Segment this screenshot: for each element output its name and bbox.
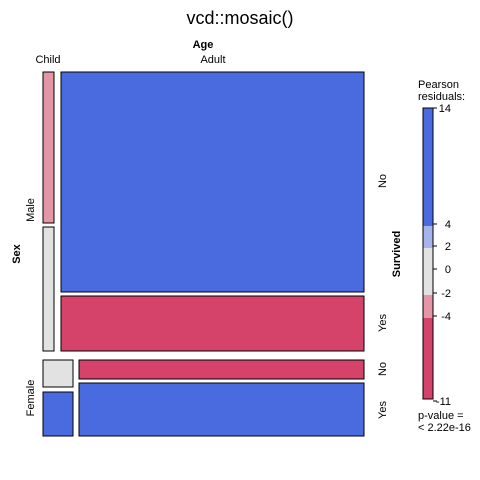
legend-label-min: -11 xyxy=(436,396,451,408)
survived-level-male-no: No xyxy=(377,174,389,188)
survived-level-female-yes: Yes xyxy=(377,401,389,419)
legend-segment-grey xyxy=(423,248,433,295)
p-value-line1: p-value = xyxy=(418,410,464,422)
legend-labels: 14 4 2 0 -2 -4 -11 xyxy=(433,103,451,408)
tile-female-child-no xyxy=(42,359,74,388)
legend-label-break: 2 xyxy=(445,241,451,253)
survived-level-female-no: No xyxy=(377,362,389,376)
legend-segment-blue xyxy=(423,108,433,226)
tile-male-child-no xyxy=(42,71,55,224)
legend-label-max: 14 xyxy=(439,103,451,115)
mosaic-tiles xyxy=(42,71,365,437)
tile-female-adult-no xyxy=(78,359,365,380)
legend-segment-red xyxy=(423,318,433,399)
sex-axis-label: Sex xyxy=(11,243,23,263)
tile-male-adult-yes xyxy=(60,295,365,352)
age-level-child: Child xyxy=(35,54,60,66)
legend-title-line1: Pearson xyxy=(418,79,459,91)
legend-label-break: 4 xyxy=(445,219,451,231)
tile-female-child-yes xyxy=(42,391,74,437)
legend-segment-light-blue xyxy=(423,226,433,248)
sex-level-male: Male xyxy=(25,198,37,222)
legend-title-line2: residuals: xyxy=(418,91,465,103)
p-value-line2: < 2.22e-16 xyxy=(418,422,471,434)
legend-label-break: -4 xyxy=(441,311,451,323)
survived-axis-label: Survived xyxy=(391,231,403,277)
legend-label-break: 0 xyxy=(445,264,451,276)
legend-color-bar xyxy=(422,107,434,400)
age-level-adult: Adult xyxy=(200,54,225,66)
legend-label-break: -2 xyxy=(441,288,451,300)
age-axis-label: Age xyxy=(193,39,214,51)
legend-segment-light-pink xyxy=(423,295,433,318)
tile-female-adult-yes xyxy=(78,382,365,437)
survived-level-male-yes: Yes xyxy=(377,314,389,332)
sex-level-female: Female xyxy=(25,380,37,417)
tile-male-adult-no xyxy=(60,71,365,293)
chart-title: vcd::mosaic() xyxy=(186,8,293,28)
legend-bar-frame xyxy=(422,107,434,400)
tile-male-child-yes xyxy=(42,226,55,352)
